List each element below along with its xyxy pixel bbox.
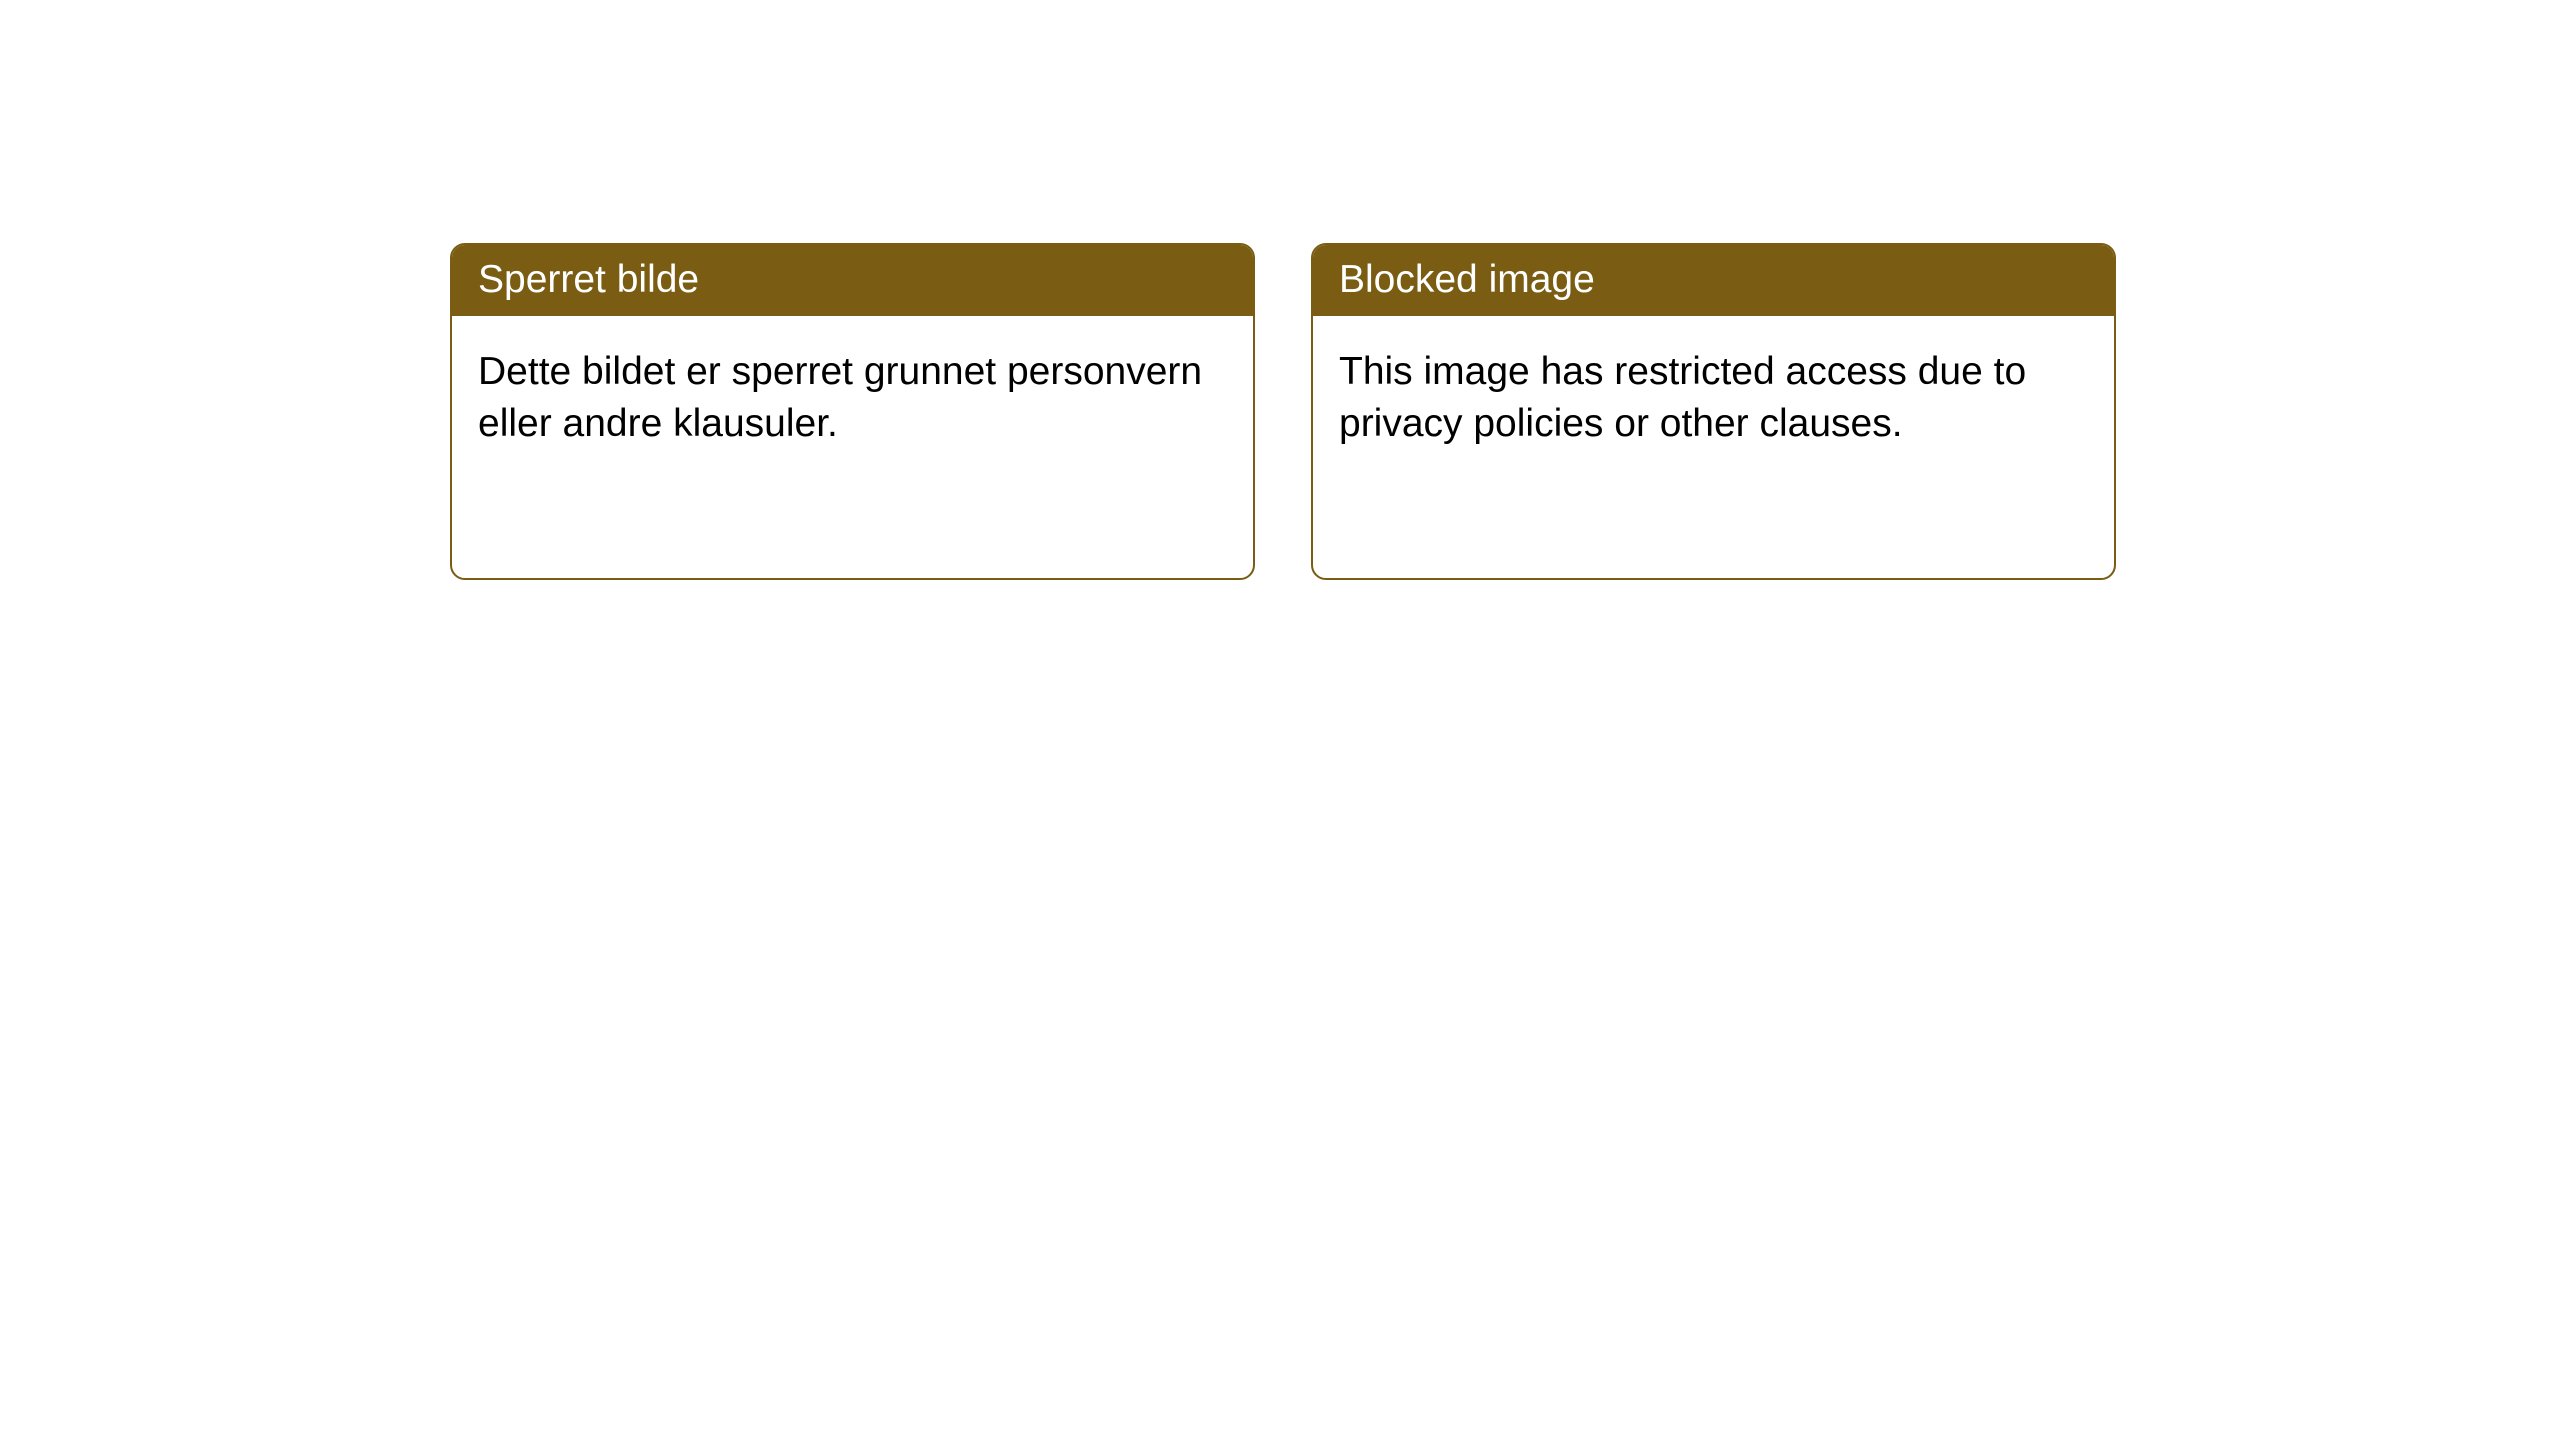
- notice-container: Sperret bilde Dette bildet er sperret gr…: [450, 243, 2116, 580]
- notice-body-text: Dette bildet er sperret grunnet personve…: [478, 350, 1202, 446]
- notice-header: Sperret bilde: [452, 245, 1253, 316]
- notice-body: Dette bildet er sperret grunnet personve…: [452, 316, 1253, 481]
- notice-body-text: This image has restricted access due to …: [1339, 350, 2026, 446]
- notice-box-norwegian: Sperret bilde Dette bildet er sperret gr…: [450, 243, 1255, 580]
- notice-header-text: Sperret bilde: [478, 258, 699, 301]
- notice-header-text: Blocked image: [1339, 258, 1595, 301]
- notice-header: Blocked image: [1313, 245, 2114, 316]
- notice-box-english: Blocked image This image has restricted …: [1311, 243, 2116, 580]
- notice-body: This image has restricted access due to …: [1313, 316, 2114, 481]
